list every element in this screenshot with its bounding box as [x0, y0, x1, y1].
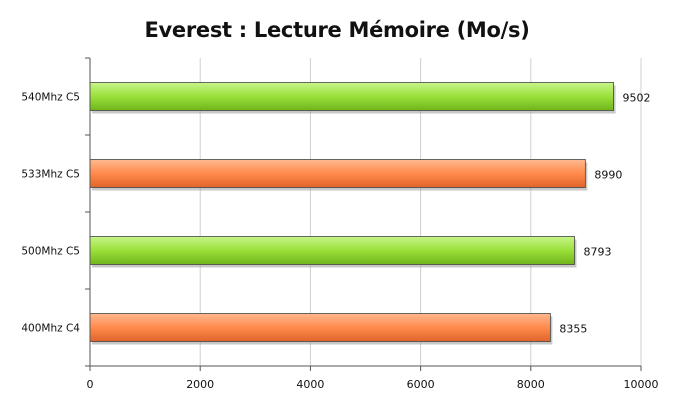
x-tick-label: 2000: [186, 378, 214, 391]
chart-title: Everest : Lecture Mémoire (Mo/s): [144, 18, 530, 42]
data-label: 9502: [623, 92, 651, 105]
bar-2: [89, 159, 586, 188]
category-label: 500Mhz C5: [21, 246, 80, 258]
bar-3: [89, 236, 575, 265]
x-tick-label: 4000: [296, 378, 324, 391]
category-label: 540Mhz C5: [21, 92, 80, 104]
data-label: 8355: [559, 323, 587, 336]
bar-4: [89, 313, 551, 342]
category-label: 400Mhz C4: [21, 323, 80, 335]
x-tick-label: 10000: [624, 378, 659, 391]
bar-1: [89, 82, 614, 111]
category-label: 533Mhz C5: [21, 169, 80, 181]
bars: 9502 8990 8793 8355: [89, 82, 651, 345]
axes: 540Mhz C5 533Mhz C5 500Mhz C5 400Mhz C4 0 200…: [21, 57, 659, 391]
data-label: 8990: [594, 169, 622, 182]
x-tick-label: 6000: [407, 378, 435, 391]
data-label: 8793: [583, 246, 611, 259]
x-tick-label: 8000: [517, 378, 545, 391]
x-tick-label: 0: [87, 378, 94, 391]
